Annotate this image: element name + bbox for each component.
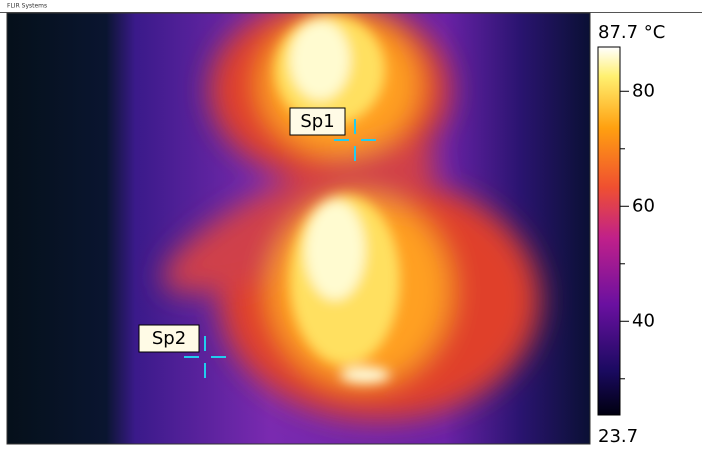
spot-label: Sp1 bbox=[300, 111, 334, 132]
spot-label-box bbox=[138, 324, 200, 353]
thermal-image bbox=[7, 13, 590, 444]
scale-max-label: 87.7 °C bbox=[598, 22, 665, 43]
spot-label-box bbox=[289, 107, 346, 136]
scale-min-label: 23.7 bbox=[598, 426, 638, 447]
scale-tick-label: 60 bbox=[632, 195, 655, 216]
color-scale bbox=[597, 46, 621, 416]
brand: FLIR Systems bbox=[7, 3, 47, 10]
image-frame bbox=[6, 12, 591, 445]
spot-label: Sp2 bbox=[152, 328, 186, 349]
scale-tick-label: 80 bbox=[632, 80, 655, 101]
scale-tick-label: 40 bbox=[632, 310, 655, 331]
